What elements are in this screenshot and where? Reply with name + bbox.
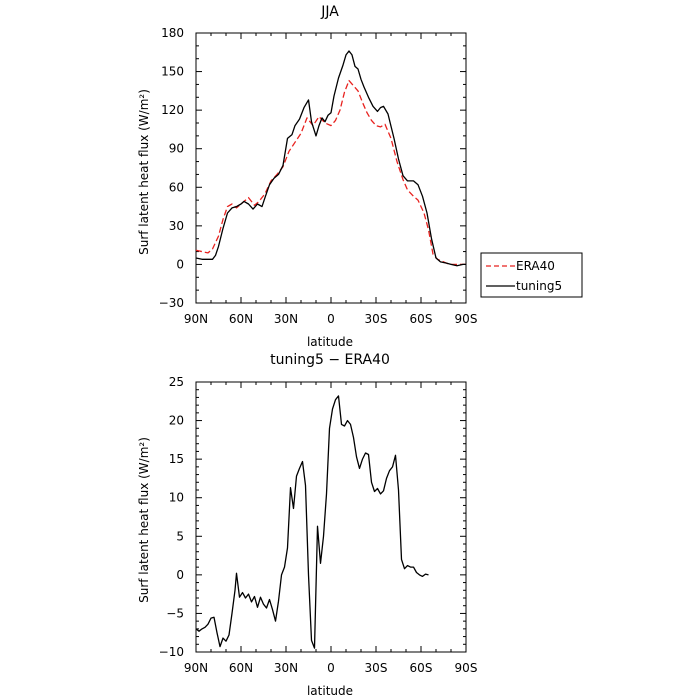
x-tick-label: 60S bbox=[410, 661, 433, 675]
y-axis-label: Surf latent heat flux (W/m²) bbox=[137, 437, 151, 603]
y-tick-label: 15 bbox=[169, 452, 184, 466]
y-tick-label: 150 bbox=[161, 65, 184, 79]
chart-title: JJA bbox=[320, 4, 339, 20]
y-tick-label: 30 bbox=[169, 219, 184, 233]
y-tick-label: −30 bbox=[159, 296, 184, 310]
x-axis-label: latitude bbox=[307, 684, 353, 698]
y-tick-label: 0 bbox=[176, 568, 184, 582]
x-tick-label: 90S bbox=[455, 661, 478, 675]
y-tick-label: 25 bbox=[169, 375, 184, 389]
y-tick-label: 180 bbox=[161, 26, 184, 40]
y-tick-label: 60 bbox=[169, 180, 184, 194]
x-tick-label: 60S bbox=[410, 312, 433, 326]
legend-box bbox=[480, 252, 583, 298]
x-tick-label: 30N bbox=[274, 312, 298, 326]
series-line-era40 bbox=[195, 79, 466, 266]
x-tick-label: 30N bbox=[274, 661, 298, 675]
x-tick-label: 60N bbox=[229, 312, 253, 326]
legend-label: ERA40 bbox=[516, 259, 555, 273]
x-tick-label: 60N bbox=[229, 661, 253, 675]
y-tick-label: 120 bbox=[161, 103, 184, 117]
x-tick-label: 0 bbox=[327, 661, 335, 675]
chart-bottom-difference: tuning5 − ERA40 latitude Surf latent hea… bbox=[137, 352, 477, 698]
x-tick-label: 90N bbox=[184, 312, 208, 326]
y-tick-label: 90 bbox=[169, 142, 184, 156]
y-tick-label: 5 bbox=[176, 529, 184, 543]
x-tick-label: 90N bbox=[184, 661, 208, 675]
x-tick-label: 0 bbox=[327, 312, 335, 326]
plot-frame bbox=[195, 32, 467, 304]
chart-title: tuning5 − ERA40 bbox=[270, 352, 390, 368]
series-line-difference bbox=[195, 395, 429, 649]
y-tick-label: 0 bbox=[176, 257, 184, 271]
chart-top-jja: JJA latitude Surf latent heat flux (W/m²… bbox=[137, 4, 583, 349]
y-tick-label: 10 bbox=[169, 491, 184, 505]
y-tick-label: 20 bbox=[169, 414, 184, 428]
y-tick-label: −5 bbox=[166, 606, 184, 620]
y-axis-label: Surf latent heat flux (W/m²) bbox=[137, 89, 151, 255]
legend: ERA40 tuning5 bbox=[480, 252, 583, 298]
legend-label: tuning5 bbox=[516, 279, 562, 293]
series-line-tuning5 bbox=[195, 50, 466, 267]
y-tick-label: −10 bbox=[159, 645, 184, 659]
x-tick-label: 30S bbox=[365, 312, 388, 326]
x-tick-label: 90S bbox=[455, 312, 478, 326]
x-axis-label: latitude bbox=[307, 335, 353, 349]
x-tick-label: 30S bbox=[365, 661, 388, 675]
